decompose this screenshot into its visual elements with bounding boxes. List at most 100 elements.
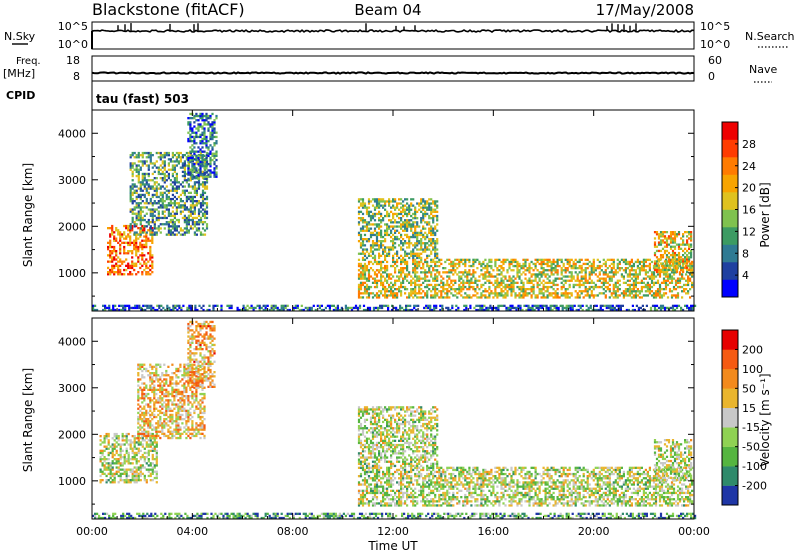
- power-cell: [188, 183, 190, 185]
- power-cell: [436, 294, 438, 296]
- power-cell: [639, 267, 641, 269]
- velocity-cell: [140, 441, 142, 443]
- power-cell: [400, 217, 402, 219]
- power-cell: [680, 260, 682, 262]
- power-cell: [394, 198, 396, 200]
- power-cell: [658, 260, 660, 262]
- velocity-cell: [124, 462, 126, 464]
- velocity-cell: [118, 462, 120, 464]
- power-cell: [172, 188, 174, 190]
- power-cell: [666, 250, 668, 252]
- velocity-cell: [116, 435, 118, 437]
- power-cell: [113, 246, 115, 248]
- power-cell: [200, 219, 202, 221]
- power-cell: [496, 267, 498, 269]
- power-cell: [547, 278, 549, 280]
- cpid-row: CPID tau (fast) 503: [6, 81, 189, 110]
- power-cell: [140, 160, 142, 162]
- power-cell: [424, 200, 426, 202]
- power-cell: [480, 292, 482, 294]
- power-cell: [688, 260, 690, 262]
- velocity-cell: [122, 464, 124, 466]
- power-cell: [428, 230, 430, 232]
- power-cell: [603, 292, 605, 294]
- power-cell: [384, 296, 386, 298]
- power-cell: [682, 265, 684, 267]
- power-cell: [174, 234, 176, 236]
- power-cell: [682, 235, 684, 237]
- power-cell: [386, 246, 388, 248]
- power-cell: [635, 284, 637, 286]
- power-cell: [382, 253, 384, 255]
- power-cell: [553, 288, 555, 290]
- power-cell: [200, 211, 202, 213]
- power-cell: [518, 263, 520, 265]
- power-cell: [684, 252, 686, 254]
- power-cell: [569, 296, 571, 298]
- power-cell: [472, 261, 474, 263]
- power-cell: [108, 307, 110, 309]
- power-cell: [154, 188, 156, 190]
- power-cell: [591, 290, 593, 292]
- power-cell: [107, 267, 109, 269]
- velocity-cell: [146, 446, 148, 448]
- power-cell: [386, 294, 388, 296]
- power-cell: [484, 294, 486, 296]
- power-cell: [136, 164, 138, 166]
- power-cell: [668, 265, 670, 267]
- power-cell: [184, 185, 186, 187]
- power-cell: [508, 286, 510, 288]
- power-colorbar-tick-label: 28: [742, 138, 756, 151]
- power-cell: [615, 282, 617, 284]
- velocity-cell: [126, 477, 128, 479]
- power-cell: [196, 234, 198, 236]
- power-cell: [436, 230, 438, 232]
- power-cell: [362, 267, 364, 269]
- power-cell: [422, 278, 424, 280]
- power-cell: [394, 271, 396, 273]
- power-cell: [168, 190, 170, 192]
- power-cell: [472, 294, 474, 296]
- power-cell: [370, 232, 372, 234]
- velocity-cell: [148, 471, 150, 473]
- power-cell: [525, 305, 527, 307]
- velocity-cell: [114, 446, 116, 448]
- power-cell: [164, 175, 166, 177]
- power-cell: [627, 284, 629, 286]
- power-cell: [426, 292, 428, 294]
- power-cell: [184, 179, 186, 181]
- power-cell: [202, 202, 204, 204]
- power-cell: [190, 213, 192, 215]
- power-cell: [474, 294, 476, 296]
- power-cell: [635, 280, 637, 282]
- power-cell: [430, 234, 432, 236]
- power-cell: [205, 171, 207, 173]
- power-cell: [470, 296, 472, 298]
- power-cell: [119, 240, 121, 242]
- power-cell: [444, 284, 446, 286]
- power-cell: [366, 265, 368, 267]
- nsky-tick-top: 10^5: [58, 20, 88, 33]
- power-cell: [659, 284, 661, 286]
- power-cell: [151, 267, 153, 269]
- velocity-cell: [106, 481, 108, 483]
- power-cell: [152, 213, 154, 215]
- power-cell: [428, 209, 430, 211]
- power-cell: [516, 265, 518, 267]
- power-cell: [144, 202, 146, 204]
- power-cell: [191, 176, 193, 178]
- power-cell: [374, 244, 376, 246]
- power-cell: [358, 200, 360, 202]
- power-cell: [587, 292, 589, 294]
- power-cell: [432, 240, 434, 242]
- power-cell: [587, 290, 589, 292]
- power-cell: [160, 217, 162, 219]
- power-cell: [671, 290, 673, 292]
- power-cell: [685, 288, 687, 290]
- power-cell: [605, 265, 607, 267]
- power-cell: [510, 261, 512, 263]
- power-cell: [656, 260, 658, 262]
- power-cell: [678, 248, 680, 250]
- power-cell: [420, 257, 422, 259]
- power-cell: [617, 271, 619, 273]
